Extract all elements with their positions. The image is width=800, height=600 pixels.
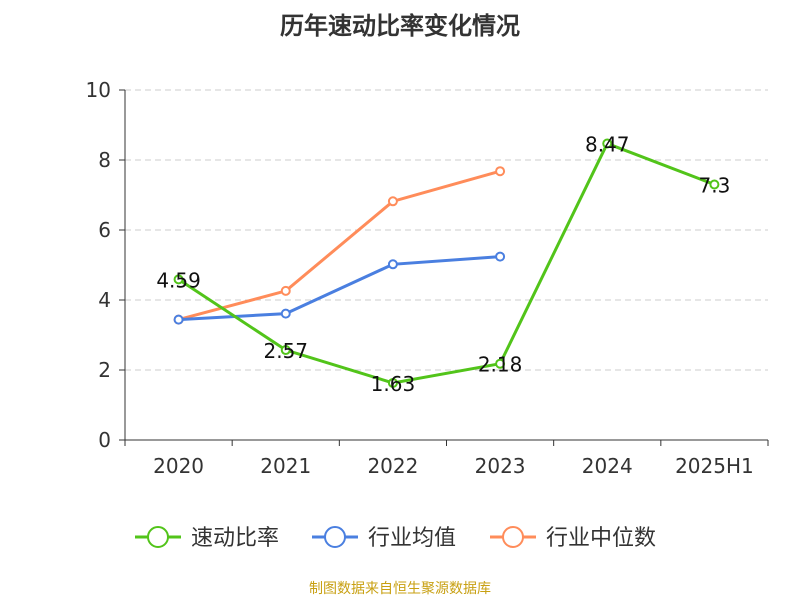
series-line-1 [178,255,501,322]
data-label: 1.63 [371,372,416,396]
data-point [280,308,291,319]
legend-label: 行业中位数 [546,526,656,551]
data-point [602,138,613,149]
y-tick-label: 10 [86,78,111,102]
y-tick-label: 0 [98,428,111,452]
data-label: 8.47 [585,133,630,157]
data-point [280,345,291,356]
data-point [173,314,184,325]
data-point [387,196,398,207]
legend-label: 速动比率 [191,526,279,551]
data-point [495,358,506,369]
x-tick-label: 2022 [367,454,418,478]
chart-title: 历年速动比率变化情况 [280,12,520,40]
legend-marker [502,526,524,548]
data-label: 4.59 [156,268,201,292]
x-tick-label: 2020 [153,454,204,478]
series-line-2 [178,169,501,322]
data-point [280,285,291,296]
y-tick-label: 6 [98,218,111,242]
legend-marker [147,526,169,548]
data-label: 7.3 [699,174,731,198]
x-tick-label: 2025H1 [675,454,754,478]
data-label: 2.18 [478,353,523,377]
data-point [709,179,720,190]
series-line-0 [177,141,715,385]
y-tick-label: 8 [98,148,111,172]
y-tick-label: 4 [98,288,111,312]
data-point [173,274,184,285]
source-note: 制图数据来自恒生聚源数据库 [309,581,491,597]
y-tick-label: 2 [98,358,111,382]
x-tick-label: 2023 [475,454,526,478]
data-label: 2.57 [263,339,308,363]
legend-marker [324,526,346,548]
data-point [495,251,506,262]
data-point [387,259,398,270]
data-point [387,377,398,388]
x-tick-label: 2024 [582,454,633,478]
x-tick-label: 2021 [260,454,311,478]
data-point [495,166,506,177]
legend-label: 行业均值 [368,526,456,551]
